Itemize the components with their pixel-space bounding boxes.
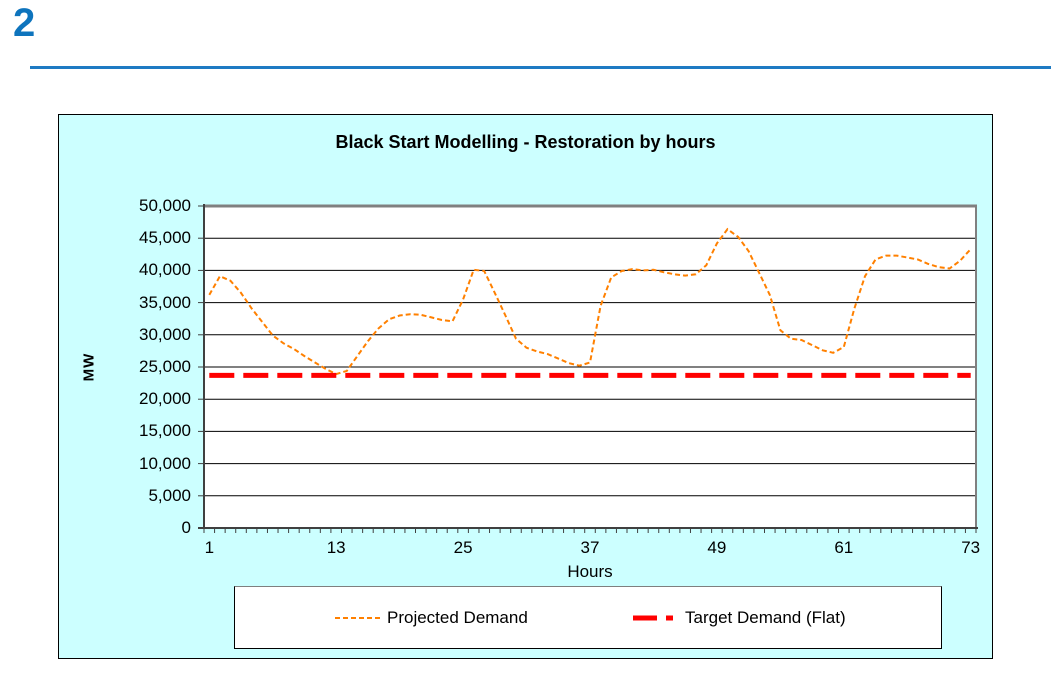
y-axis-tick-label: 10,000 xyxy=(139,453,191,473)
x-axis-tick-label: 25 xyxy=(453,538,473,557)
x-axis-tick-label: 13 xyxy=(326,538,346,557)
y-axis-tick-label: 40,000 xyxy=(139,260,191,280)
y-axis-tick-label: 25,000 xyxy=(139,357,191,376)
chart-legend: Projected Demand Target Demand (Flat) xyxy=(234,586,942,649)
x-axis-title: Hours xyxy=(567,562,613,581)
x-axis-tick-label: 49 xyxy=(707,538,727,557)
chart-frame: Black Start Modelling - Restoration by h… xyxy=(58,114,993,659)
x-axis-tick-label: 37 xyxy=(580,538,600,557)
legend-label-projected: Projected Demand xyxy=(387,607,528,627)
x-axis-tick-label: 1 xyxy=(204,538,215,557)
y-axis-tick-label: 45,000 xyxy=(139,228,191,248)
x-axis-tick-label: 61 xyxy=(834,538,854,557)
projected-demand-line-sample xyxy=(335,616,381,619)
y-axis-tick-label: 15,000 xyxy=(139,421,191,441)
legend-entry-target: Target Demand (Flat) xyxy=(633,587,846,648)
header-rule xyxy=(30,66,1051,69)
target-demand-line-sample xyxy=(633,615,679,620)
y-axis-tick-label: 30,000 xyxy=(139,324,191,344)
y-axis-tick-labels: 0 5,000 10,000 15,000 20,000 25,000 30,000 35,0… xyxy=(59,115,191,658)
y-axis-tick-label: 5,000 xyxy=(148,485,191,505)
legend-label-target: Target Demand (Flat) xyxy=(685,607,846,627)
y-axis-tick-label: 0 xyxy=(181,518,191,537)
y-axis-tick-label: 35,000 xyxy=(139,292,191,312)
section-number: 2 xyxy=(13,1,36,45)
x-axis-tick-label: 73 xyxy=(961,538,981,557)
y-axis-tick-label: 50,000 xyxy=(139,196,191,215)
x-axis-tick-labels: 1 13 25 37 49 61 73 xyxy=(59,538,992,560)
chart-title: Black Start Modelling - Restoration by h… xyxy=(335,132,716,152)
legend-entry-projected: Projected Demand xyxy=(335,587,528,648)
y-axis-tick-label: 20,000 xyxy=(139,389,191,409)
y-axis-title: MW xyxy=(80,352,98,382)
plot-area xyxy=(198,204,978,533)
